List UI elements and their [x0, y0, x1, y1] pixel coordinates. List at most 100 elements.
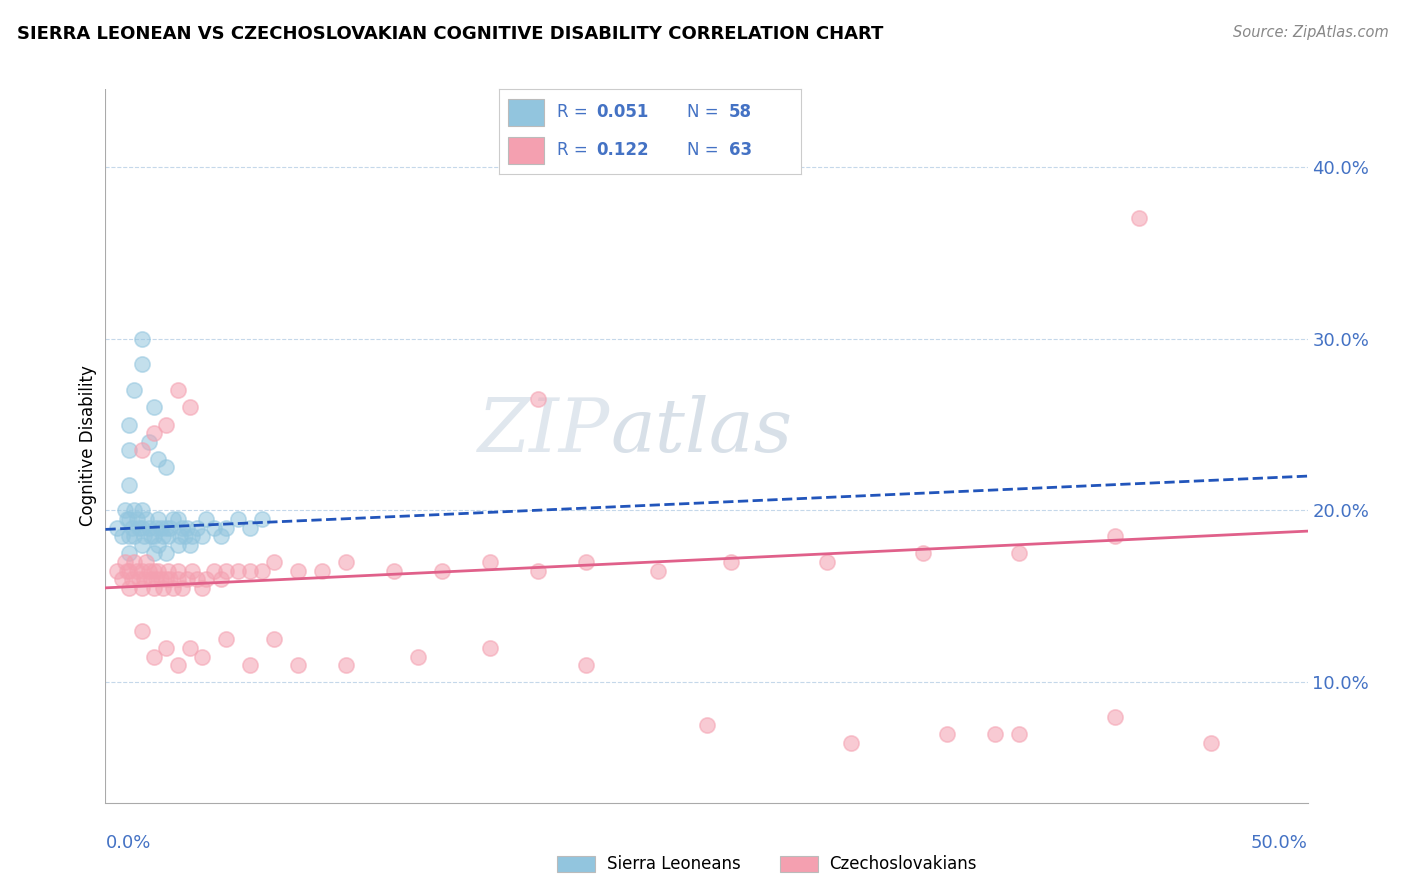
Point — [984, 727, 1007, 741]
Bar — [780, 856, 818, 872]
Point — [142, 649, 165, 664]
Point — [214, 564, 236, 578]
Point — [311, 564, 333, 578]
Point — [142, 426, 165, 441]
Point — [114, 503, 136, 517]
Point — [148, 451, 170, 466]
Point — [132, 529, 155, 543]
Point — [142, 546, 165, 560]
Point — [406, 649, 429, 664]
Point — [115, 564, 138, 578]
Point — [131, 332, 153, 346]
Text: atlas: atlas — [610, 395, 793, 468]
Point — [263, 632, 285, 647]
Point — [202, 521, 225, 535]
Point — [186, 572, 208, 586]
Point — [128, 572, 150, 586]
Point — [430, 564, 453, 578]
Point — [121, 521, 143, 535]
Point — [131, 538, 153, 552]
Point — [131, 624, 153, 638]
Point — [179, 401, 201, 415]
Point — [181, 564, 204, 578]
Point — [124, 529, 146, 543]
Point — [239, 564, 262, 578]
Point — [138, 434, 160, 449]
Point — [138, 564, 160, 578]
Point — [149, 572, 172, 586]
Point — [166, 538, 188, 552]
Point — [107, 521, 129, 535]
Point — [118, 443, 141, 458]
Point — [128, 521, 150, 535]
Point — [139, 529, 162, 543]
Point — [226, 512, 249, 526]
Point — [190, 529, 212, 543]
Text: ZIP: ZIP — [478, 395, 610, 468]
Point — [696, 718, 718, 732]
Point — [190, 649, 212, 664]
Point — [176, 572, 198, 586]
Point — [124, 503, 146, 517]
Point — [107, 564, 129, 578]
Point — [166, 383, 188, 397]
Bar — [508, 136, 544, 164]
Point — [1201, 736, 1223, 750]
Point — [149, 521, 172, 535]
Point — [124, 383, 146, 397]
Point — [142, 401, 165, 415]
Text: R =: R = — [557, 141, 592, 159]
Point — [155, 572, 177, 586]
Text: 0.051: 0.051 — [596, 103, 648, 121]
Point — [287, 564, 309, 578]
Point — [181, 529, 204, 543]
Point — [155, 546, 177, 560]
Text: 50.0%: 50.0% — [1251, 834, 1308, 852]
Point — [190, 581, 212, 595]
Point — [479, 641, 502, 656]
Point — [1104, 710, 1126, 724]
Bar — [558, 856, 596, 872]
Point — [118, 546, 141, 560]
Point — [239, 521, 262, 535]
Point — [159, 572, 181, 586]
Point — [1008, 727, 1031, 741]
Text: SIERRA LEONEAN VS CZECHOSLOVAKIAN COGNITIVE DISABILITY CORRELATION CHART: SIERRA LEONEAN VS CZECHOSLOVAKIAN COGNIT… — [17, 25, 883, 43]
Point — [111, 572, 134, 586]
Point — [142, 529, 165, 543]
Point — [179, 538, 201, 552]
Point — [166, 564, 188, 578]
Text: 0.0%: 0.0% — [105, 834, 150, 852]
Point — [115, 512, 138, 526]
Point — [202, 564, 225, 578]
Point — [335, 658, 357, 673]
Point — [479, 555, 502, 569]
Text: 0.122: 0.122 — [596, 141, 648, 159]
Point — [139, 572, 162, 586]
Point — [148, 538, 170, 552]
Point — [214, 521, 236, 535]
Point — [145, 521, 167, 535]
Bar — [508, 99, 544, 127]
Point — [131, 564, 153, 578]
Point — [145, 572, 167, 586]
Point — [131, 357, 153, 371]
Point — [118, 512, 141, 526]
Point — [125, 564, 148, 578]
Point — [195, 512, 218, 526]
Point — [172, 521, 194, 535]
Point — [169, 529, 191, 543]
Text: N =: N = — [686, 141, 724, 159]
Point — [186, 521, 208, 535]
Point — [131, 503, 153, 517]
Point — [214, 632, 236, 647]
Point — [911, 546, 934, 560]
Point — [159, 521, 181, 535]
Text: Source: ZipAtlas.com: Source: ZipAtlas.com — [1233, 25, 1389, 40]
Point — [166, 512, 188, 526]
Point — [131, 581, 153, 595]
Text: 63: 63 — [728, 141, 752, 159]
Point — [172, 581, 194, 595]
Point — [527, 392, 550, 406]
Point — [647, 564, 669, 578]
